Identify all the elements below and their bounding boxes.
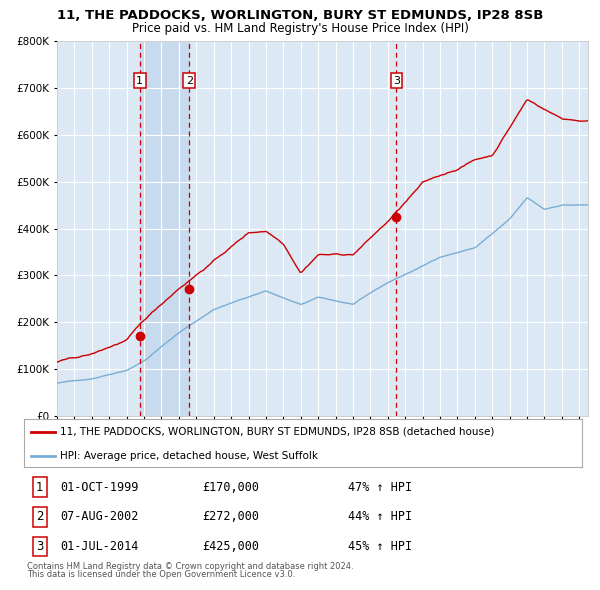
Text: Contains HM Land Registry data © Crown copyright and database right 2024.: Contains HM Land Registry data © Crown c… (27, 562, 353, 571)
Text: £170,000: £170,000 (202, 480, 259, 493)
Text: 3: 3 (36, 540, 43, 553)
Text: This data is licensed under the Open Government Licence v3.0.: This data is licensed under the Open Gov… (27, 571, 295, 579)
Text: 3: 3 (393, 76, 400, 86)
Text: 11, THE PADDOCKS, WORLINGTON, BURY ST EDMUNDS, IP28 8SB (detached house): 11, THE PADDOCKS, WORLINGTON, BURY ST ED… (60, 427, 494, 437)
Text: 01-OCT-1999: 01-OCT-1999 (60, 480, 139, 493)
Text: Price paid vs. HM Land Registry's House Price Index (HPI): Price paid vs. HM Land Registry's House … (131, 22, 469, 35)
Text: HPI: Average price, detached house, West Suffolk: HPI: Average price, detached house, West… (60, 451, 318, 461)
Text: 1: 1 (36, 480, 43, 493)
Bar (140, 41, 190, 416)
Text: 47% ↑ HPI: 47% ↑ HPI (347, 480, 412, 493)
Text: £425,000: £425,000 (202, 540, 259, 553)
Text: 44% ↑ HPI: 44% ↑ HPI (347, 510, 412, 523)
Text: 11, THE PADDOCKS, WORLINGTON, BURY ST EDMUNDS, IP28 8SB: 11, THE PADDOCKS, WORLINGTON, BURY ST ED… (57, 9, 543, 22)
Text: 45% ↑ HPI: 45% ↑ HPI (347, 540, 412, 553)
Text: 1: 1 (136, 76, 143, 86)
Text: £272,000: £272,000 (202, 510, 259, 523)
Text: 01-JUL-2014: 01-JUL-2014 (60, 540, 139, 553)
Text: 07-AUG-2002: 07-AUG-2002 (60, 510, 139, 523)
Text: 2: 2 (186, 76, 193, 86)
Text: 2: 2 (36, 510, 43, 523)
